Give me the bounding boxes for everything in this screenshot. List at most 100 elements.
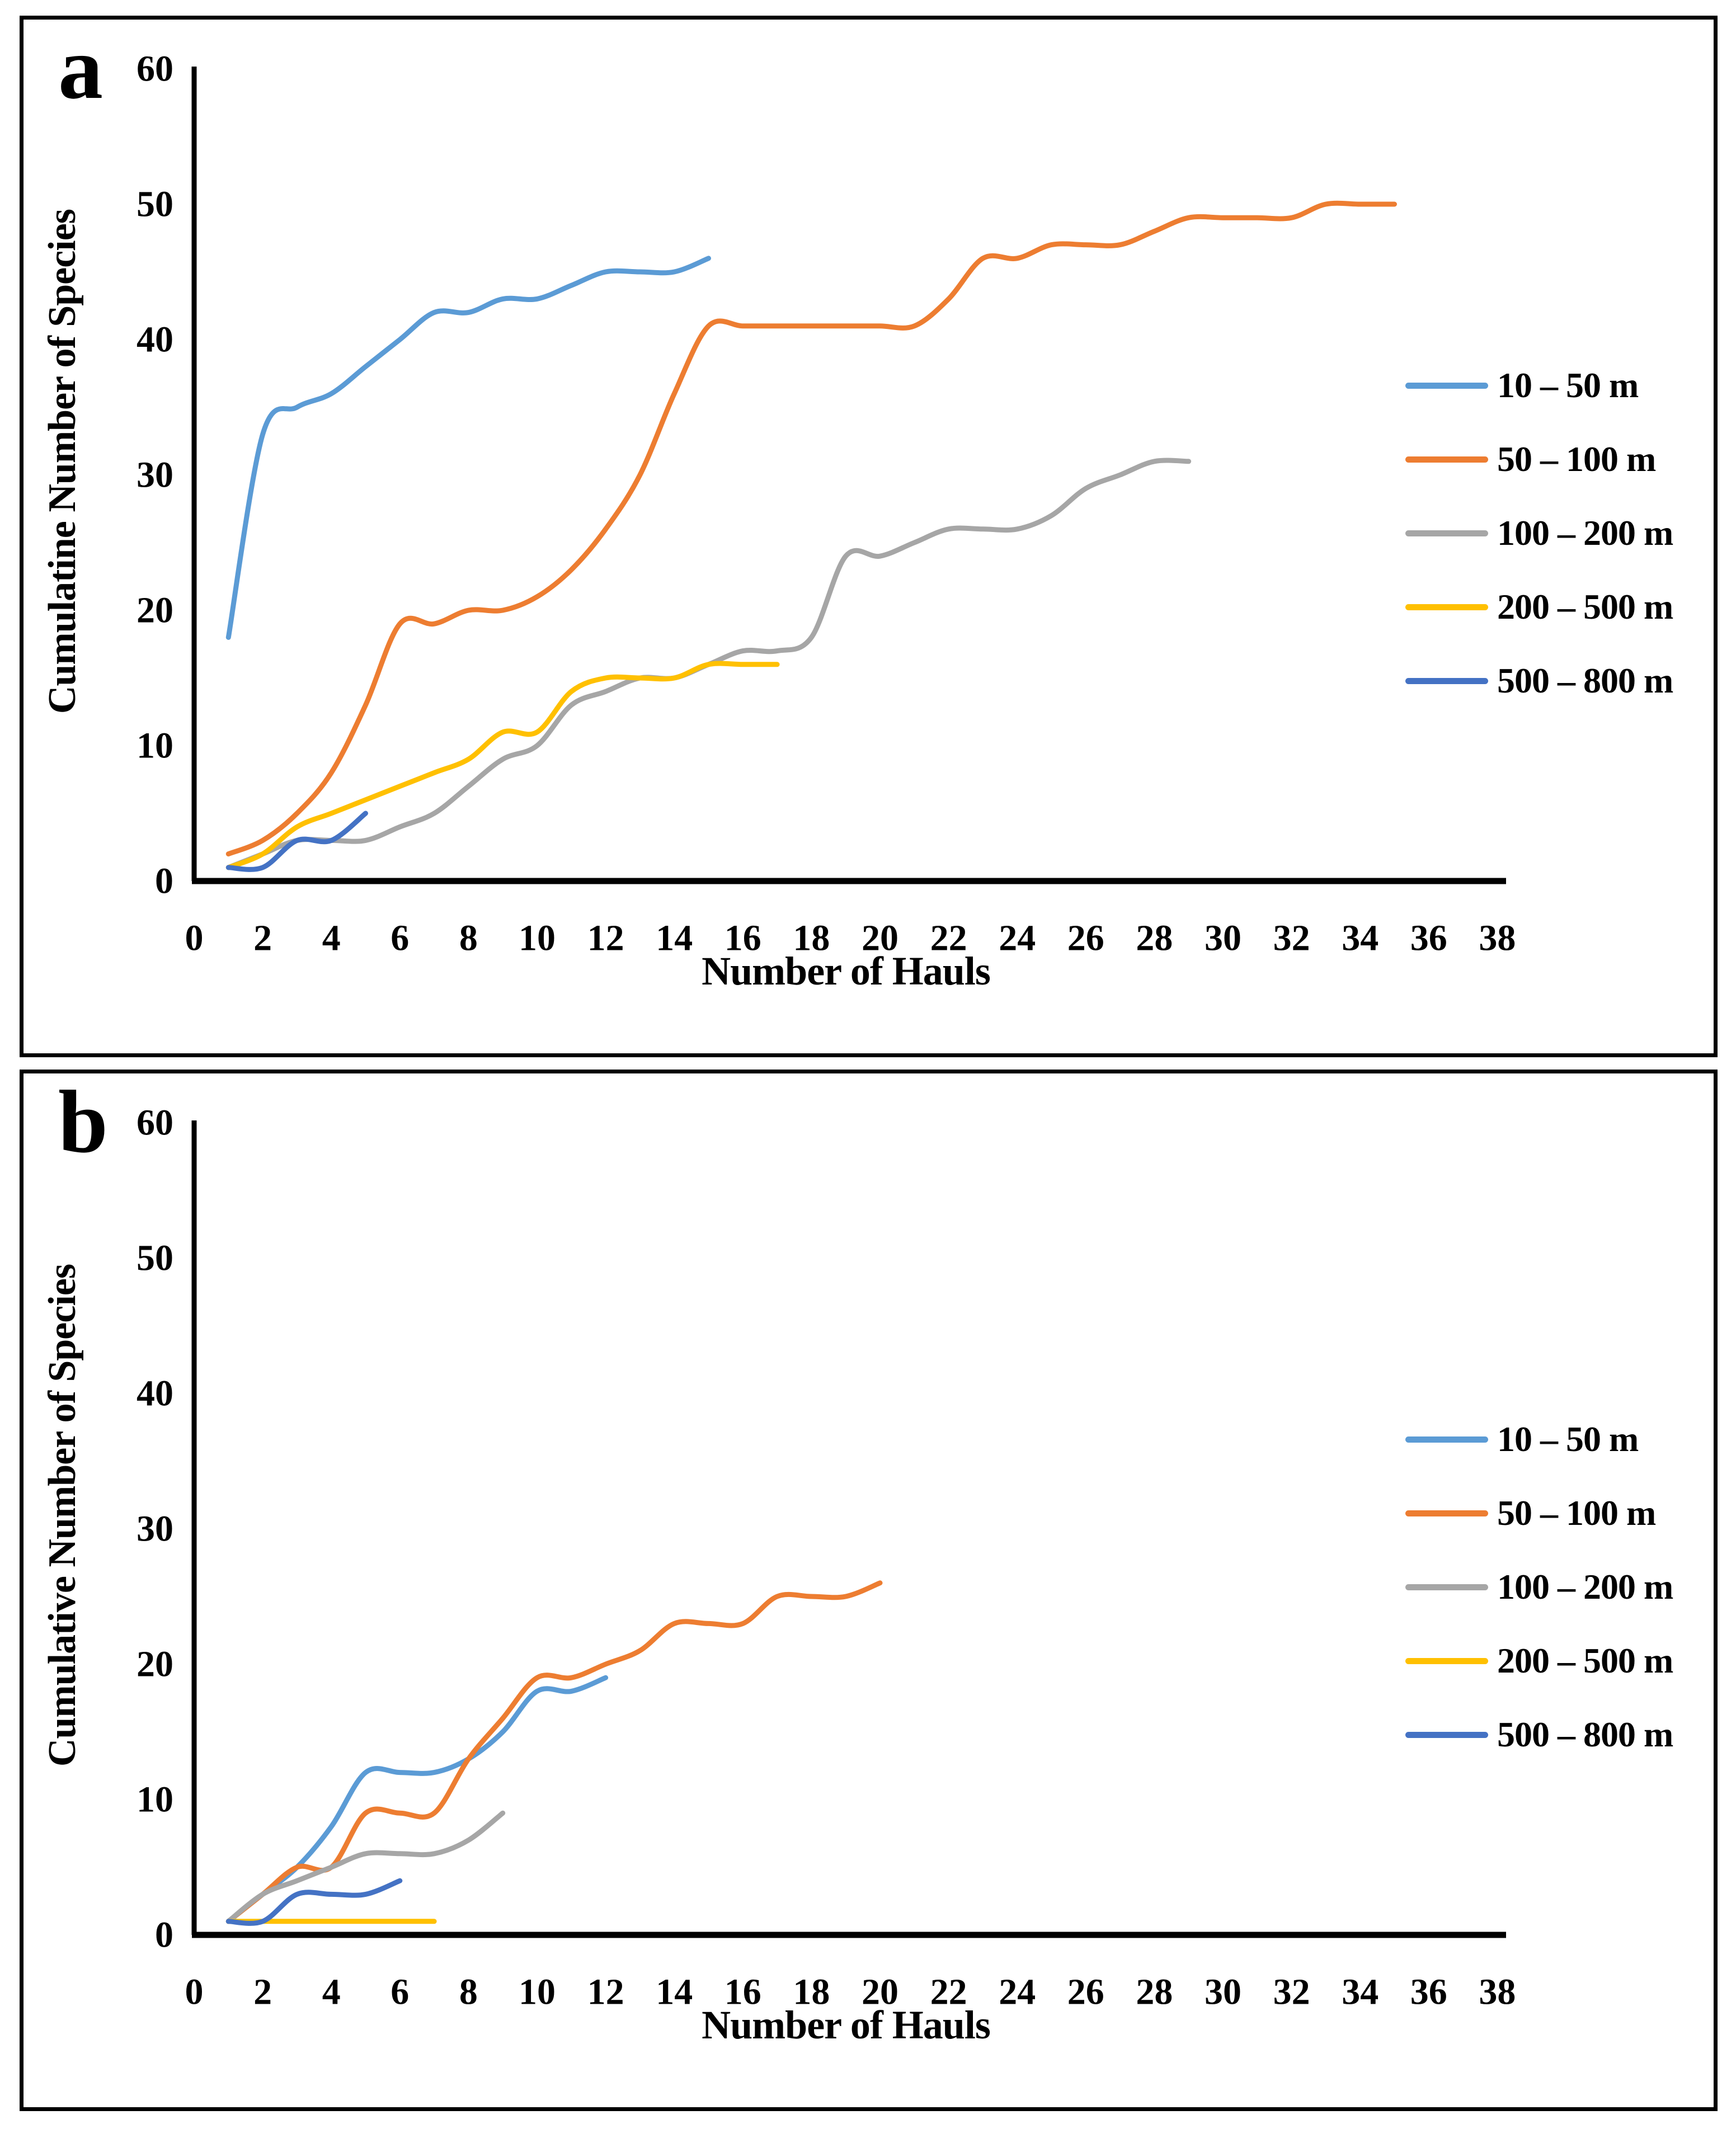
x-tick-label-a-4: 4 (322, 918, 341, 959)
y-tick-label-a-50: 50 (137, 184, 173, 225)
y-tick-label-b-60: 60 (137, 1103, 173, 1143)
legend-item: 100 – 200 m (1405, 1550, 1707, 1624)
x-tick-label-a-24: 24 (999, 918, 1036, 959)
x-tick-label-a-6: 6 (391, 918, 409, 959)
legend-label: 50 – 100 m (1497, 1493, 1656, 1533)
series-line-500800m-a (225, 811, 368, 872)
x-tick-label-b-8: 8 (459, 1972, 478, 2013)
legend-label: 100 – 200 m (1497, 513, 1673, 553)
legend-swatch-100-200m (1405, 530, 1488, 536)
x-tick-label-b-20: 20 (862, 1972, 898, 2013)
legend-swatch-200-500m (1405, 1657, 1488, 1664)
x-tick-label-a-18: 18 (793, 918, 830, 959)
x-tick-label-b-28: 28 (1136, 1972, 1173, 2013)
x-tick-label-b-38: 38 (1479, 1972, 1516, 2013)
plot-area-b (225, 1580, 883, 1926)
x-tick-label-a-26: 26 (1067, 918, 1104, 959)
x-tick-label-b-2: 2 (253, 1972, 272, 2013)
panel-a-x-axis-title: Number of Hauls (702, 949, 991, 993)
legend-swatch-200-500m (1405, 604, 1488, 610)
series-line-100200m-b (225, 1810, 506, 1924)
x-tick-label-b-12: 12 (587, 1972, 624, 2013)
x-tick-label-b-10: 10 (519, 1972, 556, 2013)
y-tick-label-a-20: 20 (137, 590, 173, 631)
y-tick-label-b-30: 30 (137, 1509, 173, 1549)
legend-label: 100 – 200 m (1497, 1567, 1673, 1607)
y-tick-label-b-10: 10 (137, 1779, 173, 1820)
x-tick-label-b-32: 32 (1273, 1972, 1310, 2013)
x-tick-label-b-22: 22 (930, 1972, 967, 2013)
legend-swatch-50-100m (1405, 456, 1488, 463)
legend-swatch-500-800m (1405, 1731, 1488, 1738)
x-tick-label-b-4: 4 (322, 1972, 341, 2013)
legend-item: 100 – 200 m (1405, 496, 1707, 570)
legend-item: 10 – 50 m (1405, 348, 1707, 422)
x-tick-label-b-24: 24 (999, 1972, 1036, 2013)
legend-label: 10 – 50 m (1497, 365, 1639, 405)
x-tick-label-a-8: 8 (459, 918, 478, 959)
y-tick-label-a-10: 10 (137, 726, 173, 766)
x-tick-label-b-16: 16 (724, 1972, 761, 2013)
legend-item: 500 – 800 m (1405, 1698, 1707, 1772)
y-tick-label-b-50: 50 (137, 1238, 173, 1279)
x-tick-label-b-14: 14 (656, 1972, 693, 2013)
x-tick-label-b-18: 18 (793, 1972, 830, 2013)
y-tick-label-b-0: 0 (155, 1915, 173, 1956)
legend-label: 500 – 800 m (1497, 661, 1673, 700)
series-line-1050m-a (225, 256, 711, 640)
x-tick-label-b-26: 26 (1067, 1972, 1104, 2013)
x-tick-label-b-0: 0 (185, 1972, 204, 2013)
legend-item: 10 – 50 m (1405, 1402, 1707, 1476)
x-tick-label-a-30: 30 (1205, 918, 1241, 959)
x-tick-label-a-22: 22 (930, 918, 967, 959)
panel-b: b Cumulative Number of Species 0 10 20 30 40… (20, 1070, 1718, 2111)
plot-area-a (225, 200, 1397, 872)
panel-a: a Cumulatine Number of Species 0 10 20 30 40… (20, 16, 1718, 1057)
legend-swatch-50-100m (1405, 1510, 1488, 1516)
legend-label: 50 – 100 m (1497, 439, 1656, 479)
x-tick-label-a-20: 20 (862, 918, 898, 959)
panel-a-legend: 10 – 50 m 50 – 100 m 100 – 200 m 200 – 5… (1405, 348, 1707, 718)
legend-item: 50 – 100 m (1405, 422, 1707, 496)
legend-item: 500 – 800 m (1405, 644, 1707, 718)
panel-b-letter: b (58, 1072, 108, 1171)
panel-a-letter: a (58, 18, 103, 117)
legend-label: 200 – 500 m (1497, 1641, 1673, 1680)
y-tick-label-a-0: 0 (155, 861, 173, 902)
y-tick-label-a-60: 60 (137, 49, 173, 90)
legend-item: 50 – 100 m (1405, 1476, 1707, 1550)
x-tick-label-a-34: 34 (1342, 918, 1379, 959)
series-line-50100m-a (225, 200, 1397, 857)
x-tick-label-b-36: 36 (1410, 1972, 1447, 2013)
x-tick-label-a-10: 10 (519, 918, 556, 959)
x-tick-label-b-30: 30 (1205, 1972, 1241, 2013)
legend-label: 200 – 500 m (1497, 587, 1673, 627)
x-tick-label-a-16: 16 (724, 918, 761, 959)
y-tick-label-a-30: 30 (137, 455, 173, 496)
legend-item: 200 – 500 m (1405, 1624, 1707, 1698)
x-tick-label-a-12: 12 (587, 918, 624, 959)
x-tick-label-a-36: 36 (1410, 918, 1447, 959)
x-tick-label-b-6: 6 (391, 1972, 409, 2013)
y-tick-label-b-40: 40 (137, 1373, 173, 1414)
x-tick-label-a-32: 32 (1273, 918, 1310, 959)
panel-b-x-axis-title: Number of Hauls (702, 2003, 991, 2047)
x-tick-label-b-34: 34 (1342, 1972, 1379, 2013)
legend-label: 10 – 50 m (1497, 1419, 1639, 1459)
y-tick-label-b-20: 20 (137, 1644, 173, 1685)
x-tick-label-a-14: 14 (656, 918, 693, 959)
x-tick-label-a-0: 0 (185, 918, 204, 959)
legend-item: 200 – 500 m (1405, 570, 1707, 644)
legend-swatch-500-800m (1405, 677, 1488, 684)
y-tick-label-a-40: 40 (137, 319, 173, 360)
series-line-50100m-b (225, 1580, 883, 1924)
legend-label: 500 – 800 m (1497, 1714, 1673, 1754)
x-tick-label-a-28: 28 (1136, 918, 1173, 959)
panel-b-legend: 10 – 50 m 50 – 100 m 100 – 200 m 200 – 5… (1405, 1402, 1707, 1772)
legend-swatch-10-50m (1405, 382, 1488, 389)
x-tick-label-a-38: 38 (1479, 918, 1516, 959)
legend-swatch-100-200m (1405, 1584, 1488, 1590)
